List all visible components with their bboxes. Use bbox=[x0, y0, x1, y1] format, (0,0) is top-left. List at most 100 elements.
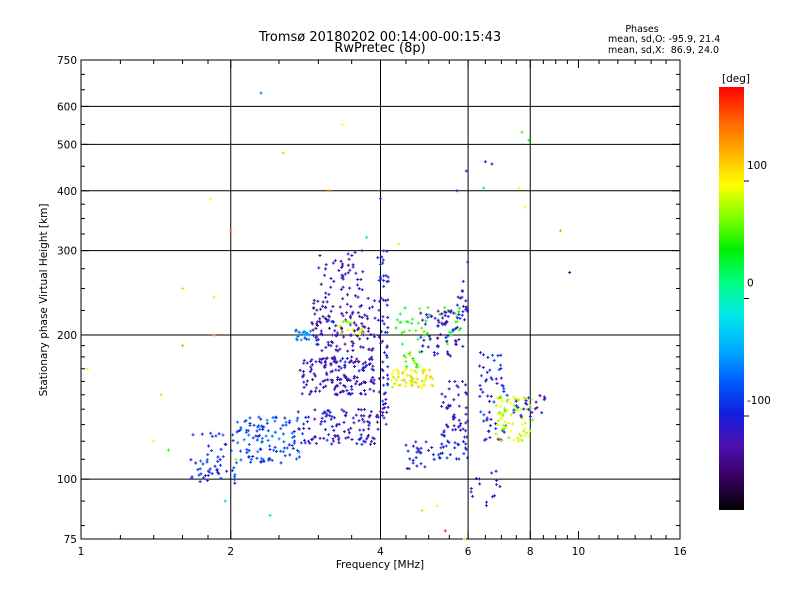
data-point bbox=[418, 350, 422, 354]
data-point bbox=[530, 410, 534, 414]
data-point bbox=[512, 408, 516, 412]
data-point bbox=[368, 361, 372, 365]
data-point bbox=[205, 458, 209, 462]
data-point bbox=[448, 354, 452, 358]
data-point bbox=[499, 376, 503, 380]
data-point bbox=[457, 404, 461, 408]
data-point bbox=[313, 374, 317, 378]
data-point bbox=[363, 365, 367, 369]
data-point bbox=[380, 413, 384, 417]
data-point bbox=[496, 412, 500, 416]
data-point bbox=[344, 436, 348, 440]
data-point bbox=[412, 359, 416, 363]
data-point bbox=[491, 353, 495, 357]
data-point bbox=[424, 319, 428, 323]
data-point bbox=[329, 370, 333, 374]
data-point bbox=[445, 406, 449, 410]
data-point bbox=[366, 296, 370, 300]
data-point bbox=[194, 461, 198, 465]
data-point bbox=[461, 380, 465, 384]
data-point bbox=[386, 365, 390, 369]
data-point bbox=[365, 363, 369, 367]
data-point bbox=[181, 287, 185, 291]
data-point bbox=[336, 434, 340, 438]
data-point bbox=[464, 390, 468, 394]
data-point bbox=[312, 298, 316, 302]
data-point bbox=[433, 353, 437, 357]
data-point bbox=[479, 387, 483, 391]
data-point bbox=[494, 469, 498, 473]
data-point bbox=[201, 462, 205, 466]
data-point bbox=[462, 318, 466, 322]
data-point bbox=[312, 301, 316, 305]
data-point bbox=[217, 432, 221, 436]
data-point bbox=[486, 429, 490, 433]
data-point bbox=[260, 440, 264, 444]
data-point bbox=[404, 381, 408, 385]
data-point bbox=[449, 333, 453, 337]
data-point bbox=[529, 403, 533, 407]
data-point bbox=[495, 382, 499, 386]
data-point bbox=[481, 365, 485, 369]
data-point bbox=[457, 313, 461, 317]
data-point bbox=[406, 320, 410, 324]
data-point bbox=[455, 320, 459, 324]
data-point bbox=[379, 197, 382, 201]
data-point bbox=[418, 451, 422, 455]
data-point bbox=[527, 407, 531, 411]
data-point bbox=[307, 415, 311, 419]
y-tick-label: 100 bbox=[57, 474, 77, 486]
data-point bbox=[452, 398, 456, 402]
data-point bbox=[509, 401, 513, 405]
data-point bbox=[323, 428, 327, 432]
data-point bbox=[448, 453, 452, 457]
data-point bbox=[298, 368, 302, 372]
data-point bbox=[455, 303, 459, 307]
data-point bbox=[340, 276, 344, 280]
data-point bbox=[501, 424, 505, 428]
data-point bbox=[335, 331, 339, 335]
data-point bbox=[357, 369, 361, 373]
data-point bbox=[447, 379, 451, 383]
data-point bbox=[343, 375, 347, 379]
data-point bbox=[329, 344, 333, 348]
data-point bbox=[311, 378, 315, 382]
data-point bbox=[496, 419, 500, 423]
data-point bbox=[270, 434, 274, 438]
data-point bbox=[284, 423, 288, 427]
data-point bbox=[360, 322, 364, 326]
data-point bbox=[447, 352, 451, 356]
data-point bbox=[339, 259, 343, 263]
data-point bbox=[248, 422, 252, 426]
data-point bbox=[360, 327, 364, 331]
data-point bbox=[481, 353, 485, 357]
data-point bbox=[408, 374, 412, 378]
data-point bbox=[309, 329, 313, 333]
data-point bbox=[224, 443, 228, 447]
data-point bbox=[527, 396, 531, 400]
data-point bbox=[420, 509, 424, 513]
data-point bbox=[370, 305, 374, 309]
data-point bbox=[519, 434, 523, 438]
data-point bbox=[385, 353, 389, 357]
data-point bbox=[369, 379, 373, 383]
data-point bbox=[464, 442, 468, 446]
data-point bbox=[402, 369, 406, 373]
data-point bbox=[367, 415, 371, 419]
data-point bbox=[320, 349, 324, 353]
data-point bbox=[372, 333, 376, 337]
data-point bbox=[344, 413, 348, 417]
data-point bbox=[316, 342, 320, 346]
data-point bbox=[426, 315, 430, 319]
data-point bbox=[378, 409, 382, 413]
data-point bbox=[358, 305, 362, 309]
data-point bbox=[365, 235, 369, 239]
data-point bbox=[394, 377, 398, 381]
data-point bbox=[257, 424, 261, 428]
data-point bbox=[494, 404, 498, 408]
data-point bbox=[451, 329, 455, 333]
data-point bbox=[314, 335, 318, 339]
data-point bbox=[440, 433, 444, 437]
data-point bbox=[358, 329, 362, 333]
data-point bbox=[200, 432, 204, 436]
